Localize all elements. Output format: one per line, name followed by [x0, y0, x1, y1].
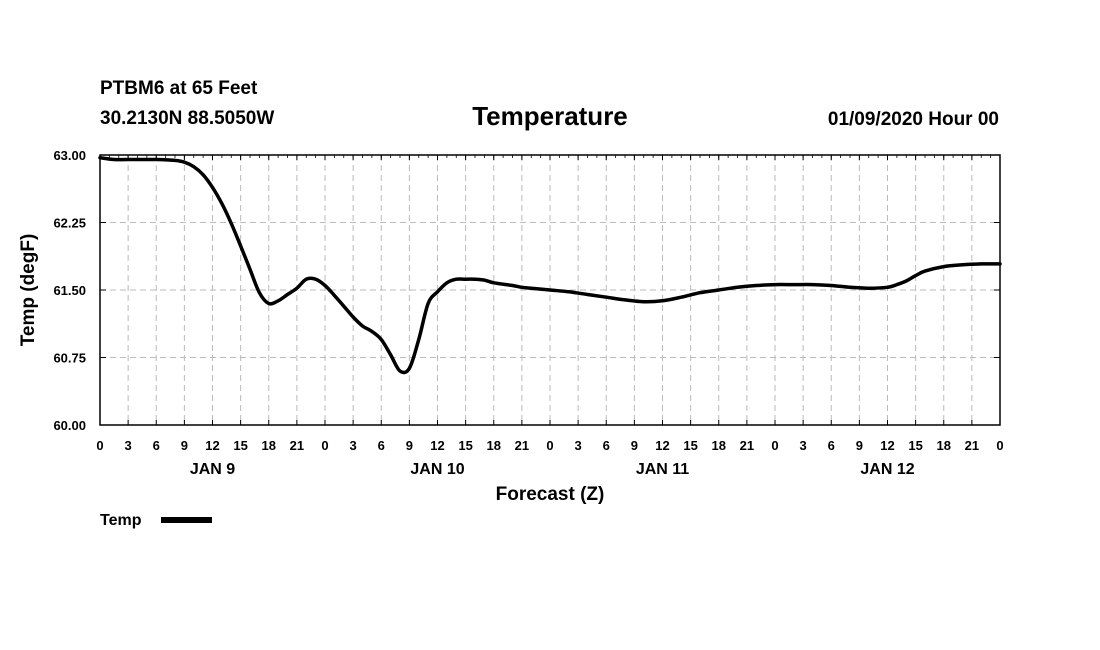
x-tick-label: 9 [856, 438, 863, 453]
station-label: PTBM6 at 65 Feet [100, 78, 258, 99]
x-tick-label: 15 [233, 438, 247, 453]
x-tick-label: 3 [800, 438, 807, 453]
x-tick-labels: 0 3 6 9 12 15 18 21 0 3 6 9 12 15 18 21 0 3 6 9 12 15 18 21 0 3 6 9… [96, 438, 1003, 453]
y-axis-title: Temp (degF) [18, 234, 39, 347]
x-tick-label: 21 [965, 438, 979, 453]
y-tick-label: 60.75 [53, 351, 86, 366]
y-tick-label: 61.50 [53, 283, 86, 298]
plot-border [99, 154, 1001, 426]
x-tick-label: 18 [487, 438, 501, 453]
x-tick-label: 12 [430, 438, 444, 453]
x-tick-label: 0 [96, 438, 103, 453]
x-tick-label: 21 [740, 438, 754, 453]
x-tick-label: 3 [125, 438, 132, 453]
x-tick-label: 0 [771, 438, 778, 453]
legend: Temp [100, 512, 212, 529]
coords-label: 30.2130N 88.5050W [100, 108, 274, 129]
day-label: JAN 12 [860, 461, 914, 478]
y-tick-label: 62.25 [53, 216, 86, 231]
x-tick-label: 21 [290, 438, 304, 453]
x-tick-label: 18 [262, 438, 276, 453]
day-label: JAN 9 [190, 461, 235, 478]
x-tick-label: 0 [546, 438, 553, 453]
x-tick-label: 15 [683, 438, 697, 453]
x-tick-label: 12 [655, 438, 669, 453]
x-tick-label: 15 [458, 438, 472, 453]
x-tick-label: 18 [712, 438, 726, 453]
day-labels: JAN 9 JAN 10 JAN 11 JAN 12 [190, 461, 915, 478]
x-axis-title: Forecast (Z) [496, 484, 605, 505]
x-tick-label: 6 [828, 438, 835, 453]
legend-label: Temp [100, 512, 142, 529]
x-tick-label: 6 [603, 438, 610, 453]
x-tick-label: 12 [205, 438, 219, 453]
x-tick-label: 6 [378, 438, 385, 453]
x-tick-label: 15 [908, 438, 922, 453]
x-tick-label: 12 [880, 438, 894, 453]
series-layer [98, 155, 1002, 375]
day-label: JAN 11 [636, 461, 689, 478]
day-label: JAN 10 [410, 461, 464, 478]
y-tick-label: 63.00 [53, 148, 86, 163]
chart-title: Temperature [472, 101, 628, 131]
x-tick-label: 3 [350, 438, 357, 453]
x-tick-label: 0 [996, 438, 1003, 453]
x-tick-label: 9 [181, 438, 188, 453]
x-tick-label: 21 [515, 438, 529, 453]
y-tick-labels: 60.00 60.75 61.50 62.25 63.00 [53, 148, 86, 433]
y-tick-label: 60.00 [53, 418, 86, 433]
x-tick-label: 6 [153, 438, 160, 453]
x-tick-label: 0 [321, 438, 328, 453]
x-tick-label: 18 [937, 438, 951, 453]
run-time-label: 01/09/2020 Hour 00 [828, 109, 999, 130]
x-tick-label: 9 [631, 438, 638, 453]
x-tick-label: 3 [575, 438, 582, 453]
x-tick-label: 9 [406, 438, 413, 453]
temp-series-line [98, 155, 1002, 375]
